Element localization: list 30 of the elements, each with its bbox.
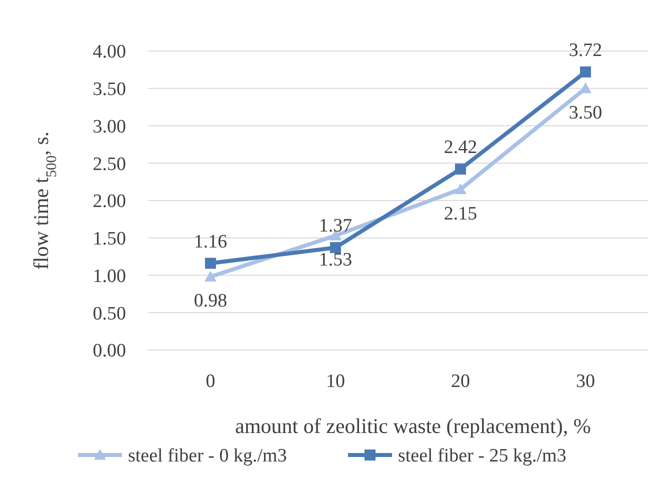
data-label: 2.15	[444, 203, 478, 224]
legend-label: steel fiber - 25 kg./m3	[398, 446, 566, 467]
data-label: 3.72	[568, 40, 602, 61]
data-label: 1.16	[194, 231, 228, 252]
x-tick-label: 20	[451, 371, 470, 392]
y-tick-label: 0.00	[92, 340, 126, 362]
data-label: 0.98	[194, 290, 228, 312]
x-tick-label: 0	[206, 371, 216, 392]
data-label: 3.50	[568, 102, 602, 124]
y-tick-label: 0.50	[92, 303, 126, 324]
data-label: 2.42	[444, 137, 478, 158]
point	[455, 164, 466, 175]
data-label: 1.53	[318, 250, 352, 271]
y-tick-label: 1.00	[92, 266, 126, 287]
y-tick-label: 3.00	[92, 116, 126, 138]
point	[454, 183, 466, 194]
y-tick-label: 1.50	[92, 228, 126, 250]
point	[330, 242, 341, 254]
point	[205, 258, 216, 269]
y-tick-label: 4.00	[92, 42, 126, 63]
x-axis-title: amount of zeolitic waste (replacement), %	[235, 414, 591, 438]
x-tick-label: 30	[576, 371, 595, 392]
point	[580, 66, 591, 78]
y-tick-label: 2.00	[92, 191, 126, 212]
legend-label: steel fiber - 0 kg./m3	[128, 446, 287, 467]
y-tick-label: 3.50	[92, 79, 126, 100]
y-tick-label: 2.50	[92, 154, 126, 175]
x-tick-label: 10	[326, 371, 345, 392]
point	[204, 270, 216, 282]
data-label: 1.37	[318, 216, 352, 237]
